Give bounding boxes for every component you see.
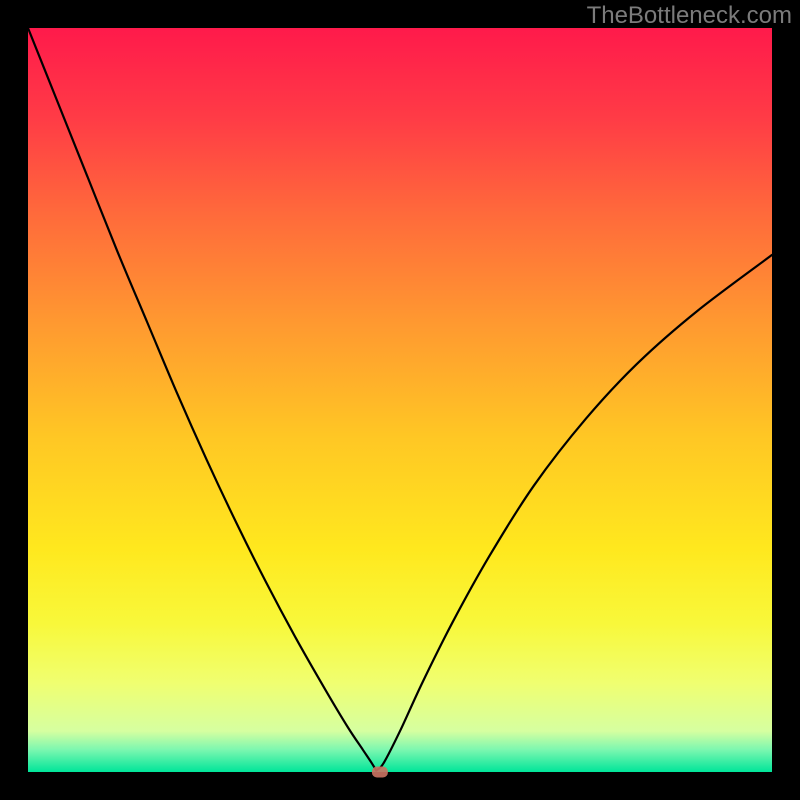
bottleneck-chart <box>0 0 800 800</box>
optimal-point-marker <box>372 767 388 778</box>
chart-container: TheBottleneck.com <box>0 0 800 800</box>
plot-background <box>28 28 772 772</box>
